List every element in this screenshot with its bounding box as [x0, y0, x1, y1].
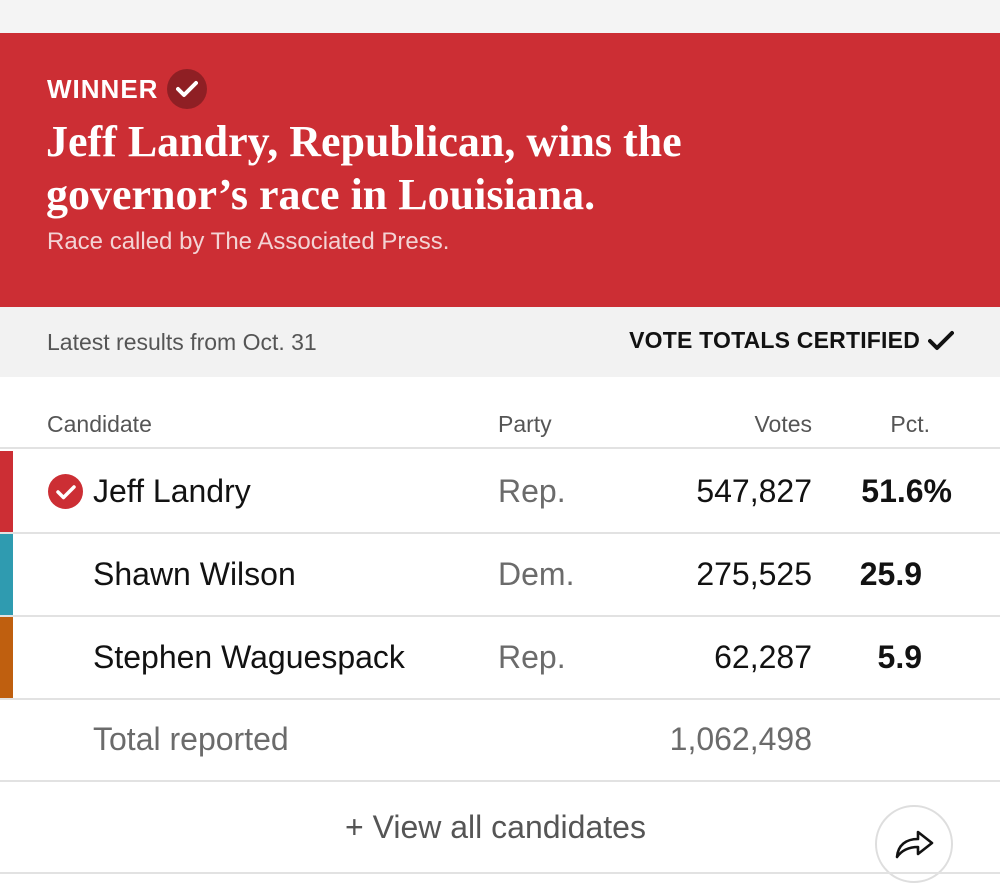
- winner-check-icon: [48, 474, 83, 509]
- table-row: Stephen Waguespack Rep. 62,287 5.9: [0, 617, 1000, 700]
- latest-results-text: Latest results from Oct. 31: [47, 329, 317, 355]
- top-strip: [0, 0, 1000, 33]
- candidate-name: Stephen Waguespack: [93, 639, 405, 675]
- winner-banner: WINNER Jeff Landry, Republican, wins the…: [0, 33, 1000, 307]
- share-button[interactable]: [875, 805, 953, 883]
- header-party: Party: [498, 411, 552, 437]
- party-color-bar: [0, 451, 13, 532]
- winner-label: WINNER: [47, 73, 159, 104]
- candidate-votes: 547,827: [696, 473, 812, 509]
- candidate-name: Jeff Landry: [93, 473, 251, 509]
- candidate-votes: 275,525: [696, 556, 812, 592]
- candidate-pct: 5.9: [877, 639, 922, 675]
- candidate-party: Rep.: [498, 473, 566, 509]
- header-votes: Votes: [754, 411, 812, 437]
- results-table-header: Candidate Party Votes Pct.: [0, 377, 1000, 449]
- table-row: Jeff Landry Rep. 547,827 51.6%: [0, 451, 1000, 534]
- candidate-pct: 25.9: [859, 556, 922, 592]
- total-row: Total reported 1,062,498: [0, 699, 1000, 782]
- candidate-votes: 62,287: [714, 639, 812, 675]
- candidate-party: Rep.: [498, 639, 566, 675]
- checkmark-icon: [928, 330, 954, 352]
- results-status-bar: Latest results from Oct. 31 VOTE TOTALS …: [0, 307, 1000, 377]
- certified-badge: VOTE TOTALS CERTIFIED: [629, 327, 954, 354]
- total-votes: 1,062,498: [669, 721, 812, 757]
- party-color-bar: [0, 534, 13, 615]
- check-circle-icon: [167, 69, 208, 109]
- candidate-pct: 51.6%: [861, 473, 952, 509]
- table-row: Shawn Wilson Dem. 275,525 25.9: [0, 534, 1000, 617]
- race-called-by: Race called by The Associated Press.: [47, 228, 450, 255]
- winner-row: WINNER: [47, 69, 208, 109]
- party-color-bar: [0, 617, 13, 698]
- header-candidate: Candidate: [47, 411, 152, 437]
- race-headline: Jeff Landry, Republican, wins the govern…: [46, 117, 682, 219]
- candidate-party: Dem.: [498, 556, 575, 592]
- candidate-name: Shawn Wilson: [93, 556, 296, 592]
- view-all-candidates-button[interactable]: + View all candidates: [345, 809, 646, 845]
- bottom-divider: [0, 872, 1000, 874]
- header-pct: Pct.: [890, 411, 930, 437]
- share-arrow-icon: [892, 827, 936, 861]
- total-label: Total reported: [93, 721, 289, 757]
- certified-label: VOTE TOTALS CERTIFIED: [629, 327, 920, 353]
